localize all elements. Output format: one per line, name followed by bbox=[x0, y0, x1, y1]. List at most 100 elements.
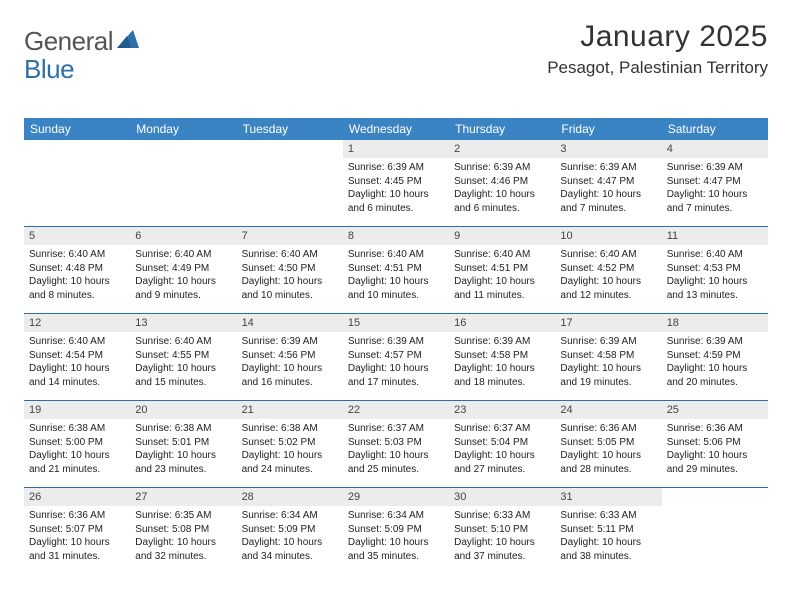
day-number: 28 bbox=[237, 488, 343, 506]
day-body: Sunrise: 6:35 AMSunset: 5:08 PMDaylight:… bbox=[130, 506, 236, 569]
sunset-text: Sunset: 4:51 PM bbox=[348, 262, 444, 276]
day-body: Sunrise: 6:40 AMSunset: 4:50 PMDaylight:… bbox=[237, 245, 343, 308]
day-body: Sunrise: 6:36 AMSunset: 5:06 PMDaylight:… bbox=[662, 419, 768, 482]
daylight-text: Daylight: 10 hours and 14 minutes. bbox=[29, 362, 125, 389]
day-body: Sunrise: 6:33 AMSunset: 5:11 PMDaylight:… bbox=[555, 506, 661, 569]
title-block: January 2025 Pesagot, Palestinian Territ… bbox=[547, 20, 768, 78]
dow-tuesday: Tuesday bbox=[237, 118, 343, 140]
sunrise-text: Sunrise: 6:40 AM bbox=[135, 335, 231, 349]
sunrise-text: Sunrise: 6:39 AM bbox=[348, 335, 444, 349]
sunrise-text: Sunrise: 6:35 AM bbox=[135, 509, 231, 523]
sunset-text: Sunset: 5:10 PM bbox=[454, 523, 550, 537]
daylight-text: Daylight: 10 hours and 28 minutes. bbox=[560, 449, 656, 476]
day-cell: 17Sunrise: 6:39 AMSunset: 4:58 PMDayligh… bbox=[555, 314, 661, 400]
day-number: 31 bbox=[555, 488, 661, 506]
day-body: Sunrise: 6:40 AMSunset: 4:55 PMDaylight:… bbox=[130, 332, 236, 395]
day-cell: 18Sunrise: 6:39 AMSunset: 4:59 PMDayligh… bbox=[662, 314, 768, 400]
sunrise-text: Sunrise: 6:39 AM bbox=[454, 161, 550, 175]
sunset-text: Sunset: 5:06 PM bbox=[667, 436, 763, 450]
day-body: Sunrise: 6:37 AMSunset: 5:04 PMDaylight:… bbox=[449, 419, 555, 482]
sunset-text: Sunset: 4:50 PM bbox=[242, 262, 338, 276]
day-number: 14 bbox=[237, 314, 343, 332]
sunrise-text: Sunrise: 6:38 AM bbox=[242, 422, 338, 436]
day-number: 29 bbox=[343, 488, 449, 506]
days-of-week-header: SundayMondayTuesdayWednesdayThursdayFrid… bbox=[24, 118, 768, 140]
sunset-text: Sunset: 4:54 PM bbox=[29, 349, 125, 363]
daylight-text: Daylight: 10 hours and 10 minutes. bbox=[242, 275, 338, 302]
sunset-text: Sunset: 5:00 PM bbox=[29, 436, 125, 450]
day-cell: 24Sunrise: 6:36 AMSunset: 5:05 PMDayligh… bbox=[555, 401, 661, 487]
day-body: Sunrise: 6:40 AMSunset: 4:49 PMDaylight:… bbox=[130, 245, 236, 308]
day-body: Sunrise: 6:34 AMSunset: 5:09 PMDaylight:… bbox=[343, 506, 449, 569]
day-body: Sunrise: 6:39 AMSunset: 4:59 PMDaylight:… bbox=[662, 332, 768, 395]
day-cell: 9Sunrise: 6:40 AMSunset: 4:51 PMDaylight… bbox=[449, 227, 555, 313]
day-cell: 16Sunrise: 6:39 AMSunset: 4:58 PMDayligh… bbox=[449, 314, 555, 400]
day-cell: 3Sunrise: 6:39 AMSunset: 4:47 PMDaylight… bbox=[555, 140, 661, 226]
dow-friday: Friday bbox=[555, 118, 661, 140]
day-number: 27 bbox=[130, 488, 236, 506]
sunset-text: Sunset: 5:07 PM bbox=[29, 523, 125, 537]
daylight-text: Daylight: 10 hours and 21 minutes. bbox=[29, 449, 125, 476]
day-cell: 22Sunrise: 6:37 AMSunset: 5:03 PMDayligh… bbox=[343, 401, 449, 487]
daylight-text: Daylight: 10 hours and 25 minutes. bbox=[348, 449, 444, 476]
sunset-text: Sunset: 5:05 PM bbox=[560, 436, 656, 450]
day-body: Sunrise: 6:38 AMSunset: 5:02 PMDaylight:… bbox=[237, 419, 343, 482]
empty-day-cell: .. bbox=[662, 488, 768, 574]
daylight-text: Daylight: 10 hours and 15 minutes. bbox=[135, 362, 231, 389]
day-number: 8 bbox=[343, 227, 449, 245]
brand-second-line: Blue bbox=[24, 54, 74, 85]
day-cell: 4Sunrise: 6:39 AMSunset: 4:47 PMDaylight… bbox=[662, 140, 768, 226]
day-cell: 21Sunrise: 6:38 AMSunset: 5:02 PMDayligh… bbox=[237, 401, 343, 487]
daylight-text: Daylight: 10 hours and 31 minutes. bbox=[29, 536, 125, 563]
day-body: Sunrise: 6:40 AMSunset: 4:54 PMDaylight:… bbox=[24, 332, 130, 395]
day-number: 26 bbox=[24, 488, 130, 506]
daylight-text: Daylight: 10 hours and 29 minutes. bbox=[667, 449, 763, 476]
daylight-text: Daylight: 10 hours and 8 minutes. bbox=[29, 275, 125, 302]
day-body: Sunrise: 6:39 AMSunset: 4:47 PMDaylight:… bbox=[662, 158, 768, 221]
daylight-text: Daylight: 10 hours and 9 minutes. bbox=[135, 275, 231, 302]
location-subtitle: Pesagot, Palestinian Territory bbox=[547, 58, 768, 78]
sunset-text: Sunset: 4:58 PM bbox=[560, 349, 656, 363]
daylight-text: Daylight: 10 hours and 35 minutes. bbox=[348, 536, 444, 563]
day-body: Sunrise: 6:40 AMSunset: 4:48 PMDaylight:… bbox=[24, 245, 130, 308]
dow-thursday: Thursday bbox=[449, 118, 555, 140]
day-cell: 19Sunrise: 6:38 AMSunset: 5:00 PMDayligh… bbox=[24, 401, 130, 487]
daylight-text: Daylight: 10 hours and 12 minutes. bbox=[560, 275, 656, 302]
sunset-text: Sunset: 4:59 PM bbox=[667, 349, 763, 363]
daylight-text: Daylight: 10 hours and 32 minutes. bbox=[135, 536, 231, 563]
sunrise-text: Sunrise: 6:40 AM bbox=[29, 248, 125, 262]
day-body: Sunrise: 6:40 AMSunset: 4:51 PMDaylight:… bbox=[343, 245, 449, 308]
day-body: Sunrise: 6:40 AMSunset: 4:52 PMDaylight:… bbox=[555, 245, 661, 308]
day-number: 18 bbox=[662, 314, 768, 332]
sunrise-text: Sunrise: 6:39 AM bbox=[560, 335, 656, 349]
sunrise-text: Sunrise: 6:39 AM bbox=[348, 161, 444, 175]
day-cell: 6Sunrise: 6:40 AMSunset: 4:49 PMDaylight… bbox=[130, 227, 236, 313]
day-cell: 31Sunrise: 6:33 AMSunset: 5:11 PMDayligh… bbox=[555, 488, 661, 574]
empty-day-cell: .. bbox=[130, 140, 236, 226]
sunrise-text: Sunrise: 6:40 AM bbox=[29, 335, 125, 349]
daylight-text: Daylight: 10 hours and 24 minutes. bbox=[242, 449, 338, 476]
brand-text-2: Blue bbox=[24, 54, 74, 84]
sunrise-text: Sunrise: 6:39 AM bbox=[560, 161, 656, 175]
sunrise-text: Sunrise: 6:39 AM bbox=[667, 161, 763, 175]
day-cell: 30Sunrise: 6:33 AMSunset: 5:10 PMDayligh… bbox=[449, 488, 555, 574]
sunrise-text: Sunrise: 6:38 AM bbox=[135, 422, 231, 436]
month-title: January 2025 bbox=[547, 20, 768, 54]
sunrise-text: Sunrise: 6:36 AM bbox=[29, 509, 125, 523]
sunrise-text: Sunrise: 6:39 AM bbox=[454, 335, 550, 349]
sunrise-text: Sunrise: 6:34 AM bbox=[348, 509, 444, 523]
sunrise-text: Sunrise: 6:37 AM bbox=[348, 422, 444, 436]
week-row: 19Sunrise: 6:38 AMSunset: 5:00 PMDayligh… bbox=[24, 400, 768, 487]
sunset-text: Sunset: 5:09 PM bbox=[348, 523, 444, 537]
sunset-text: Sunset: 5:03 PM bbox=[348, 436, 444, 450]
day-cell: 10Sunrise: 6:40 AMSunset: 4:52 PMDayligh… bbox=[555, 227, 661, 313]
day-number: 9 bbox=[449, 227, 555, 245]
day-number: 5 bbox=[24, 227, 130, 245]
sunset-text: Sunset: 4:49 PM bbox=[135, 262, 231, 276]
sunset-text: Sunset: 4:51 PM bbox=[454, 262, 550, 276]
daylight-text: Daylight: 10 hours and 38 minutes. bbox=[560, 536, 656, 563]
day-number: 7 bbox=[237, 227, 343, 245]
day-cell: 8Sunrise: 6:40 AMSunset: 4:51 PMDaylight… bbox=[343, 227, 449, 313]
sunrise-text: Sunrise: 6:38 AM bbox=[29, 422, 125, 436]
day-cell: 27Sunrise: 6:35 AMSunset: 5:08 PMDayligh… bbox=[130, 488, 236, 574]
